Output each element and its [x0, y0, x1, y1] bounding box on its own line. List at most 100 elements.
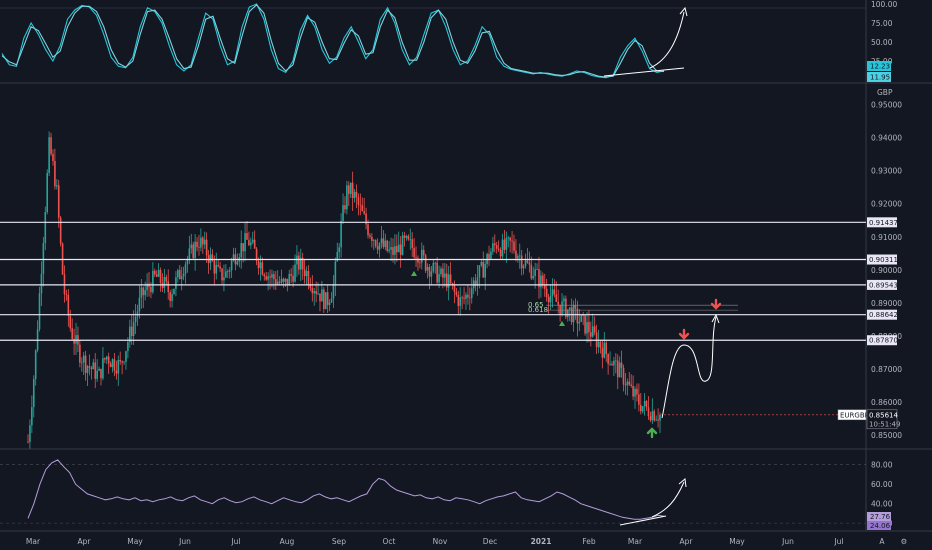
currency-label: GBP: [877, 88, 893, 97]
candle-body: [657, 419, 659, 421]
candle-body: [436, 262, 438, 283]
candle-body: [130, 326, 133, 336]
candle-body: [420, 249, 423, 263]
rsi-trendline: [619, 515, 667, 526]
rsi-value-label: 24.06: [870, 522, 891, 530]
candle-body: [63, 274, 66, 295]
fib-label: 0.65: [528, 301, 544, 309]
candle-body: [568, 307, 571, 310]
candle-body: [50, 137, 52, 154]
candle-body: [626, 381, 629, 386]
candle-body: [611, 363, 613, 366]
candle-body: [102, 358, 104, 379]
candle-body: [482, 261, 485, 278]
candle-body: [649, 416, 652, 421]
candle-body: [530, 264, 533, 279]
candle-body: [451, 283, 454, 286]
candle-body: [98, 368, 100, 371]
candle-body: [561, 301, 563, 315]
candle-body: [184, 264, 187, 274]
candle-body: [376, 246, 379, 250]
candle-body: [351, 182, 354, 198]
candle-body: [349, 182, 352, 194]
candle-body: [432, 262, 435, 272]
candle-body: [86, 366, 89, 373]
stoch-projection-arrow: [649, 11, 685, 69]
candle-body: [38, 293, 41, 330]
candle-body: [65, 294, 68, 295]
price-y-tick: 0.95000: [871, 101, 902, 110]
candle-body: [165, 276, 168, 282]
candle-body: [545, 288, 548, 298]
level-label: 0.87870: [869, 337, 898, 345]
candle-body: [620, 362, 623, 368]
candle-body: [369, 235, 371, 237]
candle-body: [397, 244, 400, 253]
candle-body: [338, 247, 340, 252]
month-label: Jun: [781, 537, 794, 546]
candle-body: [105, 356, 108, 360]
rsi-y-tick: 80.00: [871, 461, 893, 470]
candle-body: [605, 342, 608, 355]
candle-body: [382, 238, 385, 247]
candle-body: [42, 242, 45, 274]
candle-body: [371, 236, 373, 241]
candle-body: [90, 367, 93, 370]
candle-body: [221, 268, 223, 281]
candle-body: [651, 411, 654, 421]
candle-body: [261, 262, 264, 275]
last-price-label: 0.85614: [869, 411, 898, 419]
rsi-value-badge: [867, 521, 891, 530]
candle-body: [111, 359, 114, 368]
candle-body: [593, 326, 596, 333]
candle-body: [56, 185, 58, 187]
candle-body: [470, 288, 473, 299]
level-badge: [867, 254, 897, 265]
candle-body: [536, 269, 538, 270]
sell-arrow-icon: [678, 328, 690, 340]
candle-body: [538, 269, 540, 288]
candle-body: [202, 237, 204, 245]
candle-body: [495, 245, 498, 249]
stoch-value-badge: [867, 72, 891, 82]
candle-body: [155, 274, 158, 277]
candle-body: [190, 244, 193, 249]
candle-body: [493, 243, 496, 246]
candle-body: [178, 270, 181, 280]
candle-body: [192, 244, 195, 258]
candle-body: [509, 237, 511, 241]
candle-body: [34, 350, 37, 380]
candle-body: [255, 248, 258, 261]
candle-body: [517, 256, 519, 259]
stoch-y-tick: 50.00: [871, 38, 893, 47]
candle-body: [271, 274, 273, 278]
candle-body: [109, 363, 112, 368]
price-y-tick: 0.92000: [871, 200, 902, 209]
candle-body: [591, 326, 594, 337]
candle-body: [330, 298, 333, 303]
candle-body: [405, 236, 408, 238]
candle-body: [599, 341, 602, 348]
candle-body: [532, 276, 535, 279]
candle-body: [578, 321, 581, 324]
candle-body: [422, 249, 425, 256]
candle-body: [75, 335, 77, 344]
rsi-series-line: [27, 459, 665, 520]
candle-body: [505, 237, 508, 250]
candle-body: [426, 266, 429, 271]
candle-body: [363, 211, 365, 214]
candle-body: [355, 191, 358, 198]
candle-body: [442, 268, 444, 278]
candle-body: [576, 308, 579, 324]
month-label: Mar: [26, 537, 41, 546]
candle-body: [100, 368, 102, 379]
candle-body: [357, 197, 360, 205]
candle-body: [440, 268, 442, 275]
month-label: Apr: [78, 537, 92, 546]
candle-body: [399, 244, 402, 255]
candle-body: [324, 292, 327, 310]
candle-body: [209, 254, 212, 264]
candle-body: [104, 358, 106, 360]
